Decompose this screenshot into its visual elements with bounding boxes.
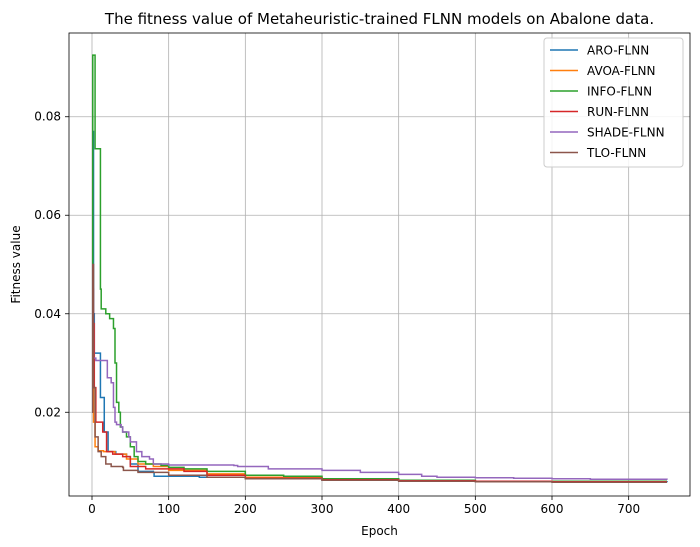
x-tick-label: 200 — [234, 502, 257, 516]
x-tick-label: 300 — [311, 502, 334, 516]
series-line-shade-flnn — [92, 288, 668, 480]
y-tick-label: 0.06 — [34, 208, 61, 222]
y-tick-label: 0.04 — [34, 307, 61, 321]
x-tick-label: 700 — [617, 502, 640, 516]
x-tick-label: 100 — [157, 502, 180, 516]
legend-box — [543, 37, 684, 168]
legend-label: RUN-FLNN — [587, 105, 649, 119]
x-tick-label: 600 — [541, 502, 564, 516]
series-line-tlo-flnn — [92, 263, 667, 483]
legend-label: INFO-FLNN — [587, 85, 652, 99]
x-axis-label: Epoch — [361, 524, 398, 538]
x-tick-label: 0 — [88, 502, 96, 516]
plot-area-frame — [68, 32, 691, 497]
chart-title: The fitness value of Metaheuristic-train… — [104, 10, 654, 28]
x-tick-label: 400 — [387, 502, 410, 516]
legend-label: ARO-FLNN — [587, 44, 649, 58]
legend-label: SHADE-FLNN — [587, 126, 665, 140]
legend: ARO-FLNN AVOA-FLNN INFO-FLNN RUN-FLNN SHADE-… — [543, 37, 684, 168]
x-tick-label: 500 — [464, 502, 487, 516]
y-axis-label: Fitness value — [9, 225, 23, 303]
legend-label: AVOA-FLNN — [587, 64, 656, 78]
series-line-info-flnn — [92, 54, 667, 482]
y-tick-label: 0.02 — [34, 405, 61, 419]
y-tick-label: 0.08 — [34, 110, 61, 124]
legend-label: TLO-FLNN — [586, 146, 646, 160]
series-lines — [92, 54, 668, 483]
axis-ticks: 0 100 200 300 400 500 600 700 0.02 0.04 0.06 0.08 — [34, 110, 640, 516]
